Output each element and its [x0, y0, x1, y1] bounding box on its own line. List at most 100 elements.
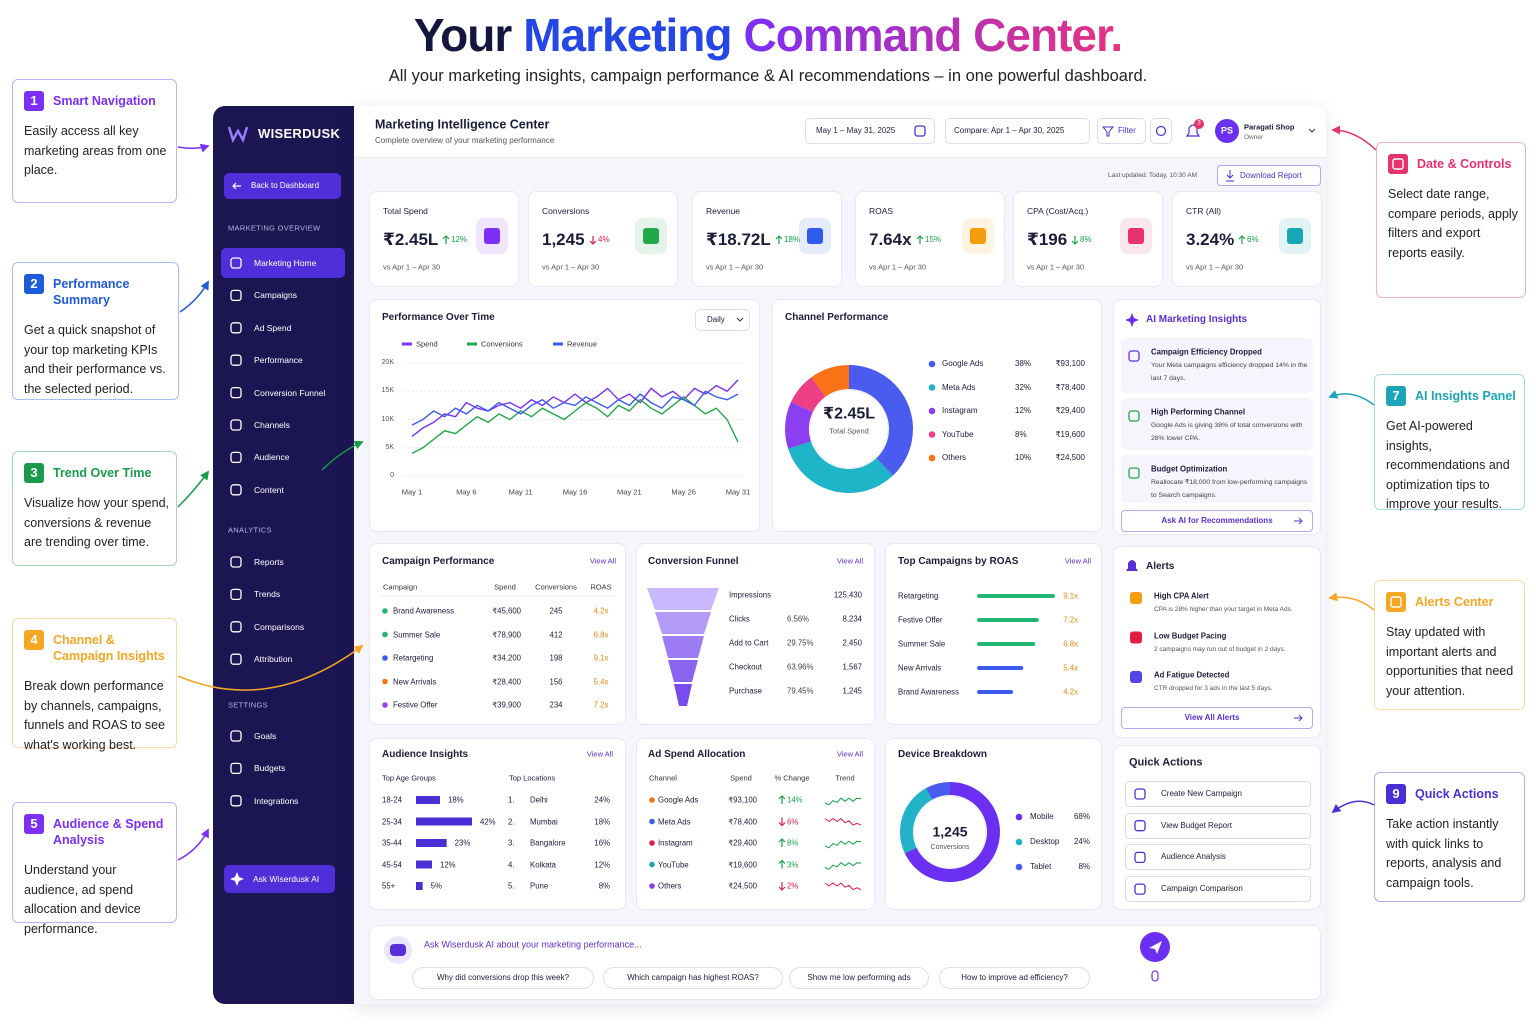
- kpi-change: 18%: [784, 235, 801, 245]
- legend-amount: ₹29,400: [1055, 406, 1085, 416]
- stage-name: Clicks: [729, 614, 750, 624]
- legend-amount: ₹24,500: [1055, 453, 1085, 463]
- nav-active[interactable]: [221, 248, 345, 278]
- legend-percent: 32%: [1015, 382, 1032, 392]
- alerts-button-label: View All Alerts: [1184, 713, 1240, 723]
- nav-item: Content: [254, 484, 284, 495]
- cell: 234: [549, 700, 563, 710]
- back-label: Back to Dashboard: [251, 181, 320, 191]
- location-rank: 3.: [508, 838, 515, 848]
- nav-item: Attribution: [254, 654, 293, 665]
- performance-card: [369, 299, 760, 532]
- insight-text: Your Meta campaigns efficiency dropped 1…: [1151, 362, 1308, 382]
- value-label: 5%: [430, 881, 442, 891]
- quick-action-label: View Budget Report: [1161, 820, 1233, 830]
- download-button[interactable]: [1217, 165, 1321, 186]
- refresh-button[interactable]: [1150, 118, 1172, 144]
- callout-badge: [1386, 784, 1406, 804]
- cell: ₹28,400: [492, 676, 521, 686]
- kpi-label: Revenue: [706, 205, 741, 216]
- callout: [12, 262, 179, 400]
- value-label: 6.8x: [1063, 639, 1078, 649]
- nav-item: Budgets: [254, 763, 286, 774]
- ai-button-label: Ask AI for Recommendations: [1161, 516, 1273, 526]
- quick-action[interactable]: [1125, 844, 1311, 871]
- view-all-link: View All: [586, 749, 613, 759]
- insight-text: Reallocate ₹18,000 from low-performing c…: [1151, 479, 1308, 499]
- legend-percent: 68%: [1073, 812, 1090, 822]
- bar-label: Festive Offer: [898, 615, 943, 625]
- kpi-label: Conversions: [542, 205, 590, 216]
- nav-item: Comparisons: [254, 621, 305, 632]
- legend-label: Meta Ads: [942, 382, 976, 392]
- card-title: Ad Spend Allocation: [648, 749, 746, 760]
- donut-value: ₹2.45L: [822, 405, 876, 423]
- legend-label: Desktop: [1030, 837, 1060, 847]
- cell: 198: [549, 653, 563, 663]
- stage-name: Impressions: [729, 590, 772, 600]
- quick-action[interactable]: [1125, 812, 1311, 839]
- callout-text: Visualize how your spend, conversions & …: [24, 496, 169, 549]
- back-button[interactable]: [224, 173, 341, 199]
- filter-label: Filter: [1118, 126, 1136, 136]
- cell: ₹29,400: [728, 838, 757, 848]
- alerts-button[interactable]: [1121, 707, 1313, 729]
- location-name: Pune: [530, 881, 549, 891]
- suggestion-label: How to improve ad efficiency?: [961, 973, 1068, 983]
- location-share: 8%: [598, 881, 610, 891]
- donut-value: 1,245: [932, 823, 968, 840]
- kpi-icon-bg: [476, 218, 508, 254]
- column-header: Campaign: [383, 582, 418, 592]
- legend-percent: 8%: [1078, 862, 1090, 872]
- kpi-change: 12%: [451, 235, 468, 245]
- cell: 9.1x: [593, 653, 609, 663]
- stage-name: Add to Cart: [729, 638, 769, 648]
- card-title: AI Marketing Insights: [1146, 314, 1248, 325]
- chat-placeholder: Ask Wiserdusk AI about your marketing pe…: [424, 939, 642, 950]
- location-name: Bangalore: [530, 838, 566, 848]
- value-label: 4.2x: [1063, 687, 1078, 697]
- callout-badge: [1388, 154, 1408, 174]
- callout-title: Channel & Campaign Insights: [53, 633, 165, 663]
- legend-amount: ₹19,600: [1055, 429, 1085, 439]
- legend-label: Mobile: [1030, 812, 1054, 822]
- quick-action[interactable]: [1125, 781, 1311, 807]
- callout-arrow: [1328, 390, 1375, 406]
- nav-item: Performance: [254, 355, 303, 366]
- date-picker[interactable]: [805, 118, 935, 144]
- kpi-value: ₹18.72L: [706, 229, 771, 249]
- value-label: 42%: [480, 816, 496, 826]
- age-label: 35-44: [382, 838, 402, 848]
- kpi-period: vs Apr 1 – Apr 30: [1027, 262, 1085, 272]
- card-title: Audience Insights: [382, 749, 469, 760]
- period-dropdown[interactable]: [695, 309, 750, 331]
- campaign-card: [369, 543, 626, 725]
- cell: ₹45,600: [492, 606, 521, 616]
- suggestion-chip[interactable]: [789, 967, 929, 989]
- suggestion-chip[interactable]: [412, 967, 594, 989]
- age-label: 55+: [382, 881, 396, 891]
- cell: YouTube: [658, 859, 689, 869]
- bar-label: Retargeting: [898, 591, 939, 601]
- suggestion-chip[interactable]: [939, 967, 1090, 989]
- ai-button[interactable]: [1121, 510, 1313, 532]
- kpi-value: 7.64x: [869, 229, 912, 249]
- column-header: Conversions: [535, 582, 577, 592]
- quick-action-label: Create New Campaign: [1161, 789, 1242, 799]
- cell: Instagram: [658, 838, 693, 848]
- x-tick-label: May 26: [671, 487, 696, 497]
- callout-number: 7: [1392, 388, 1400, 404]
- cell: ₹93,100: [728, 795, 757, 805]
- insight-title: Campaign Efficiency Dropped: [1151, 347, 1262, 357]
- suggestion-chip[interactable]: [603, 967, 783, 989]
- compare-picker[interactable]: [945, 118, 1090, 144]
- location-share: 16%: [594, 838, 610, 848]
- callout-title: Alerts Center: [1415, 595, 1494, 609]
- quick-action[interactable]: [1125, 876, 1311, 903]
- callout-badge: [24, 91, 44, 111]
- column-header: Spend: [730, 773, 752, 783]
- kpi-period: vs Apr 1 – Apr 30: [869, 262, 927, 272]
- value-label: 18%: [448, 795, 464, 805]
- cell: 156: [549, 676, 563, 686]
- location-rank: 1.: [508, 795, 515, 805]
